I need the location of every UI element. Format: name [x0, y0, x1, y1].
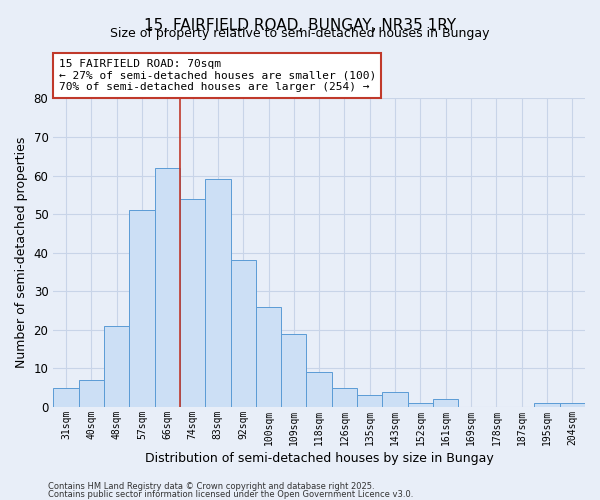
Bar	[180, 198, 205, 407]
Bar	[281, 334, 307, 407]
Bar	[129, 210, 155, 407]
Bar	[205, 180, 230, 407]
Bar	[560, 403, 585, 407]
Text: Size of property relative to semi-detached houses in Bungay: Size of property relative to semi-detach…	[110, 28, 490, 40]
Text: 15 FAIRFIELD ROAD: 70sqm
← 27% of semi-detached houses are smaller (100)
70% of : 15 FAIRFIELD ROAD: 70sqm ← 27% of semi-d…	[59, 59, 376, 92]
Y-axis label: Number of semi-detached properties: Number of semi-detached properties	[15, 137, 28, 368]
Text: Contains public sector information licensed under the Open Government Licence v3: Contains public sector information licen…	[48, 490, 413, 499]
Bar	[79, 380, 104, 407]
Text: 15, FAIRFIELD ROAD, BUNGAY, NR35 1RY: 15, FAIRFIELD ROAD, BUNGAY, NR35 1RY	[144, 18, 456, 32]
Bar	[433, 400, 458, 407]
Bar	[535, 403, 560, 407]
Bar	[230, 260, 256, 407]
Bar	[104, 326, 129, 407]
Bar	[53, 388, 79, 407]
Bar	[408, 403, 433, 407]
Bar	[382, 392, 408, 407]
X-axis label: Distribution of semi-detached houses by size in Bungay: Distribution of semi-detached houses by …	[145, 452, 494, 465]
Text: Contains HM Land Registry data © Crown copyright and database right 2025.: Contains HM Land Registry data © Crown c…	[48, 482, 374, 491]
Bar	[357, 396, 382, 407]
Bar	[155, 168, 180, 407]
Bar	[332, 388, 357, 407]
Bar	[307, 372, 332, 407]
Bar	[256, 306, 281, 407]
